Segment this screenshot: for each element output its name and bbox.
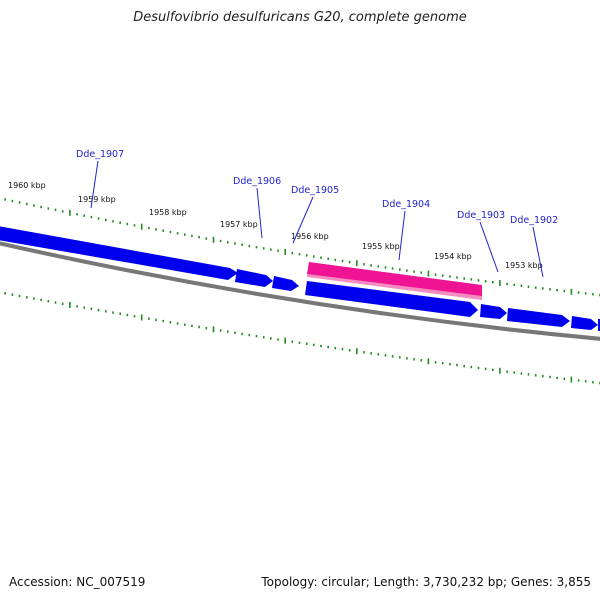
gene-label-dde-1903[interactable]: Dde_1903 (457, 210, 505, 221)
gene-label-dde-1904[interactable]: Dde_1904 (382, 199, 430, 210)
gene-label-dde-1905[interactable]: Dde_1905 (291, 185, 339, 196)
gene-label-dde-1906[interactable]: Dde_1906 (233, 176, 281, 187)
accession-label: Accession: NC_007519 (9, 575, 146, 589)
gene-arrow[interactable] (480, 304, 507, 319)
gene-arrow[interactable] (571, 316, 598, 330)
highlighted-gene[interactable] (307, 262, 482, 300)
leader-line (532, 226, 544, 278)
genome-backbone (0, 241, 600, 341)
scale-ticks-lower (4, 292, 600, 385)
scale-labels: 1960 kbp 1959 kbp 1958 kbp 1957 kbp 1956… (8, 181, 543, 270)
genome-summary: Topology: circular; Length: 3,730,232 bp… (261, 575, 591, 589)
leader-line (398, 210, 406, 261)
leader-line (90, 160, 99, 209)
gene-label-leaders (90, 160, 544, 278)
gene-arrow[interactable] (0, 226, 238, 280)
gene-labels: Dde_1907 Dde_1906 Dde_1905 Dde_1904 Dde_… (76, 149, 558, 226)
map-title: Desulfovibrio desulfuricans G20, complet… (133, 10, 467, 25)
leader-line (256, 187, 263, 239)
scale-label: 1960 kbp (8, 181, 46, 190)
scale-label: 1957 kbp (220, 220, 258, 229)
gene-track-upper (0, 226, 299, 291)
scale-label: 1953 kbp (505, 261, 543, 270)
gene-arrow[interactable] (305, 281, 478, 317)
scale-label: 1956 kbp (291, 232, 329, 241)
scale-label: 1959 kbp (78, 195, 116, 204)
gene-label-dde-1902[interactable]: Dde_1902 (510, 215, 558, 226)
scale-ticks-upper (4, 198, 600, 297)
gene-label-dde-1907[interactable]: Dde_1907 (76, 149, 124, 160)
scale-label: 1958 kbp (149, 208, 187, 217)
gene-arrow[interactable] (507, 308, 570, 327)
leader-line (479, 221, 499, 273)
leader-line (292, 196, 314, 244)
gene-arrow[interactable] (235, 269, 273, 287)
gene-arrow[interactable] (272, 276, 299, 291)
scale-label: 1954 kbp (434, 252, 472, 261)
scale-label: 1955 kbp (362, 242, 400, 251)
